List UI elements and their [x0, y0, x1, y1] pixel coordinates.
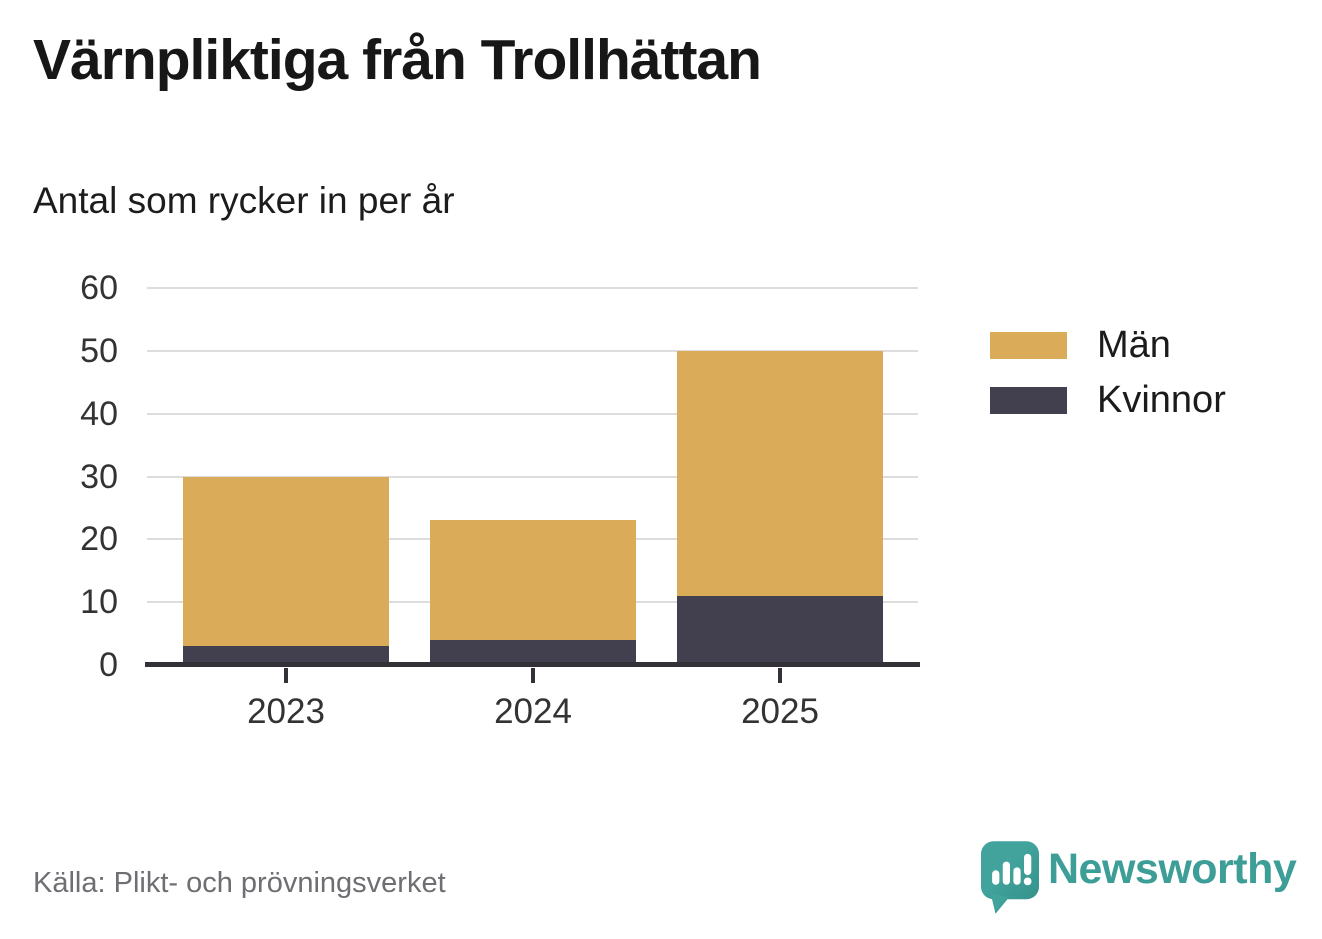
x-tick-label: 2024	[494, 692, 572, 731]
x-tick-label: 2025	[741, 692, 819, 731]
y-tick-label: 20	[80, 520, 118, 559]
x-tick-label: 2023	[247, 692, 325, 731]
gridline-40	[147, 412, 918, 415]
legend-label: Kvinnor	[1097, 379, 1226, 421]
chart-title: Värnpliktiga från Trollhättan	[33, 28, 762, 92]
brand-wordmark: Newsworthy	[1048, 845, 1297, 893]
legend-row-Män: Män	[990, 326, 1226, 364]
x-axis-line	[145, 662, 920, 667]
y-tick-label: 10	[80, 583, 118, 622]
y-tick-label: 50	[80, 331, 118, 370]
legend-swatch-Kvinnor	[990, 386, 1067, 414]
gridline-60	[147, 287, 918, 289]
x-tick-2024	[531, 668, 535, 683]
gridline-50	[147, 349, 918, 352]
source-note: Källa: Plikt- och prövningsverket	[33, 867, 446, 899]
y-tick-label: 0	[99, 646, 118, 684]
bar-2023-Män	[183, 476, 389, 647]
gridline-30	[147, 475, 918, 478]
legend-swatch-Män	[990, 331, 1067, 359]
bar-2024-Män	[430, 520, 636, 640]
newsworthy-logo-icon	[981, 841, 1039, 914]
legend: Män Kvinnor	[990, 326, 1226, 442]
y-tick-label: 60	[80, 269, 118, 307]
bar-2023-Kvinnor	[183, 646, 389, 665]
legend-label: Män	[1097, 324, 1171, 366]
bar-2024-Kvinnor	[430, 639, 636, 665]
bar-2025-Män	[677, 350, 883, 596]
chart-subtitle: Antal som rycker in per år	[33, 180, 455, 221]
brand: Newsworthy	[981, 841, 1297, 915]
y-tick-label: 40	[80, 394, 118, 433]
bar-2025-Kvinnor	[677, 595, 883, 665]
legend-row-Kvinnor: Kvinnor	[990, 381, 1226, 419]
x-tick-2025	[778, 668, 782, 683]
x-tick-2023	[284, 668, 288, 683]
y-tick-label: 30	[80, 457, 118, 496]
